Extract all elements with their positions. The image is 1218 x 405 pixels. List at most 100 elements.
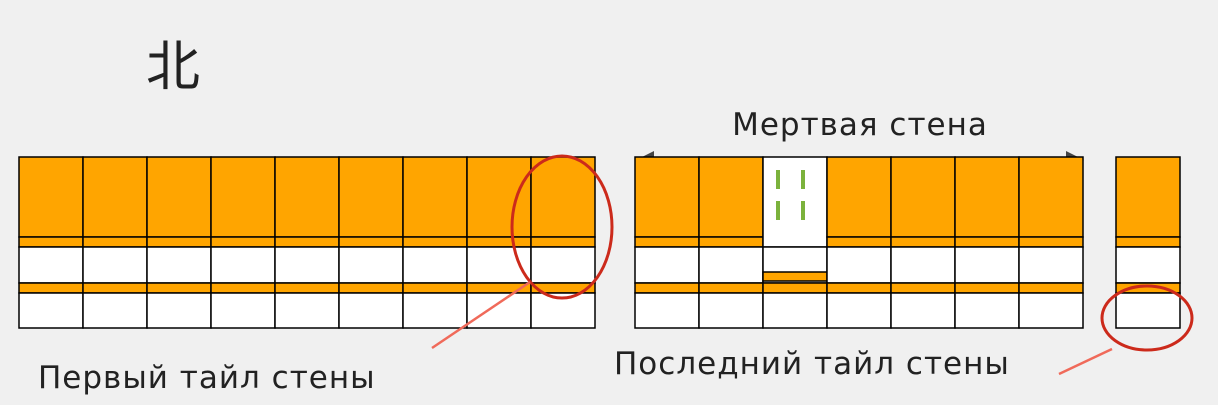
middle-tile-face: [18, 246, 84, 284]
title-character: 北: [146, 35, 200, 98]
upper-tile-back: [274, 156, 340, 238]
middle-tile-face: [466, 246, 532, 284]
indicator-tile-face: [762, 156, 828, 248]
tile-edge-band: [634, 236, 700, 248]
bottom-tile-face: [82, 292, 148, 329]
wall-stack: [826, 156, 892, 329]
tile-edge-band: [698, 282, 764, 294]
upper-tile-back: [954, 156, 1020, 238]
first-tile-label: Первый тайл стены: [38, 360, 376, 396]
middle-tile-face: [1115, 246, 1181, 284]
tile-edge-band: [338, 282, 404, 294]
upper-tile-back: [890, 156, 956, 238]
tile-edge-band: [210, 236, 276, 248]
wall-stack: [402, 156, 468, 329]
wall-stack: [146, 156, 212, 329]
bottom-tile-face: [1115, 292, 1181, 329]
middle-tile-face: [954, 246, 1020, 284]
bottom-tile-face: [1018, 292, 1084, 329]
tile-edge-band: [826, 282, 892, 294]
indicator-dash: [801, 201, 805, 220]
bottom-tile-face: [634, 292, 700, 329]
middle-tile-face: [634, 246, 700, 284]
wall-stack-opened: [762, 156, 828, 329]
wall-stack: [18, 156, 84, 329]
tile-edge-band: [762, 282, 828, 294]
tile-edge-band: [210, 282, 276, 294]
tile-edge-band: [890, 282, 956, 294]
tile-edge-band: [530, 236, 596, 248]
tile-edge-band: [1018, 282, 1084, 294]
dead-wall-label: Мертвая стена: [732, 107, 988, 143]
tile-edge-band: [634, 282, 700, 294]
middle-tile-face: [338, 246, 404, 284]
tile-edge-band: [762, 271, 828, 282]
upper-tile-back: [530, 156, 596, 238]
bottom-tile-face: [338, 292, 404, 329]
first-tile-highlight-ellipse: [510, 154, 614, 300]
tile-edge-band: [890, 236, 956, 248]
bottom-tile-face: [826, 292, 892, 329]
middle-tile-face: [146, 246, 212, 284]
middle-tile-face: [890, 246, 956, 284]
middle-tile-face: [1018, 246, 1084, 284]
upper-tile-back: [634, 156, 700, 238]
middle-tile-face: [826, 246, 892, 284]
upper-tile-back: [402, 156, 468, 238]
tile-edge-band: [146, 236, 212, 248]
wall-stack: [82, 156, 148, 329]
bottom-tile-face: [466, 292, 532, 329]
bottom-tile-face: [146, 292, 212, 329]
bottom-tile-face: [18, 292, 84, 329]
upper-tile-back: [698, 156, 764, 238]
wall-stack: [698, 156, 764, 329]
wall-stack: [954, 156, 1020, 329]
middle-tile-face: [402, 246, 468, 284]
tile-edge-band: [146, 282, 212, 294]
last-tile-label: Последний тайл стены: [614, 346, 1010, 382]
tile-edge-band: [826, 236, 892, 248]
tile-edge-band: [18, 236, 84, 248]
middle-tile-face: [210, 246, 276, 284]
tile-edge-band: [82, 236, 148, 248]
bottom-tile-face: [402, 292, 468, 329]
upper-tile-back: [338, 156, 404, 238]
indicator-dash: [801, 170, 805, 189]
upper-tile-back: [18, 156, 84, 238]
last-tile-pointer-line: [1058, 347, 1113, 376]
wall-stack: [634, 156, 700, 329]
upper-tile-back: [146, 156, 212, 238]
last-tile-highlight-ellipse: [1100, 284, 1194, 352]
upper-tile-back: [210, 156, 276, 238]
tile-edge-band: [1115, 236, 1181, 248]
bottom-tile-face: [274, 292, 340, 329]
bottom-tile-face: [698, 292, 764, 329]
indicator-dash: [776, 201, 780, 220]
middle-tile-face: [82, 246, 148, 284]
wall-stack: [274, 156, 340, 329]
bottom-tile-face: [954, 292, 1020, 329]
wall-stack: [890, 156, 956, 329]
bottom-tile-face: [210, 292, 276, 329]
tile-edge-band: [274, 236, 340, 248]
tile-edge-band: [274, 282, 340, 294]
tile-edge-band: [402, 236, 468, 248]
tile-edge-band: [1018, 236, 1084, 248]
tile-edge-band: [82, 282, 148, 294]
wall-single-stack-group: [1115, 156, 1181, 329]
wall-left-group: [18, 156, 596, 329]
upper-tile-back: [466, 156, 532, 238]
middle-tile-face: [274, 246, 340, 284]
bottom-tile-face: [890, 292, 956, 329]
bottom-tile-face: [762, 292, 828, 329]
upper-tile-back: [826, 156, 892, 238]
indicator-dash: [776, 170, 780, 189]
wall-stack: [530, 156, 596, 329]
first-tile-pointer-line: [431, 280, 531, 350]
wall-right-group: [634, 156, 1084, 329]
middle-tile-face: [530, 246, 596, 284]
tile-edge-band: [466, 236, 532, 248]
wall-stack: [338, 156, 404, 329]
tile-edge-band: [18, 282, 84, 294]
